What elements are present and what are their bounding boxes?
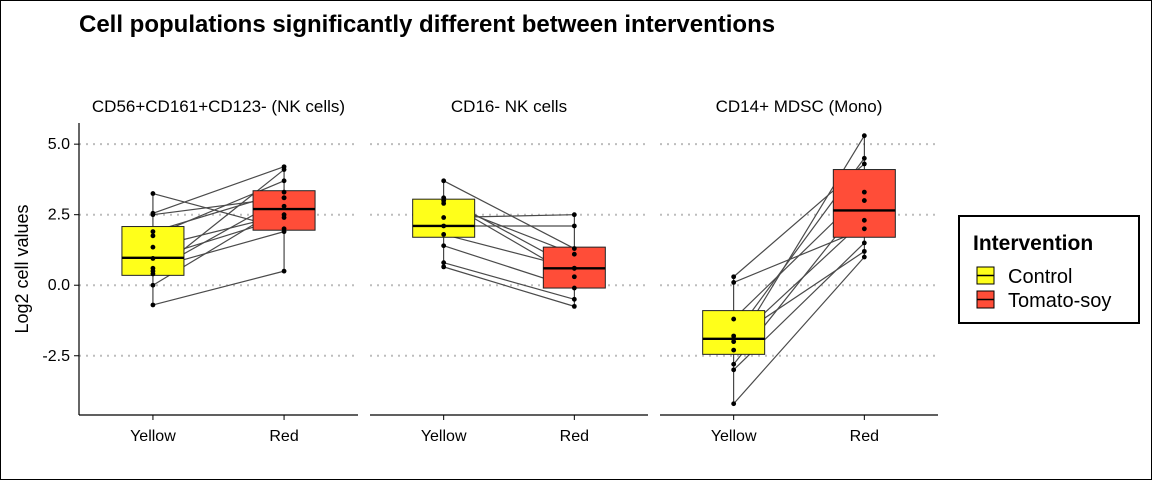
data-point-yellow bbox=[731, 274, 737, 280]
data-point-yellow bbox=[731, 361, 737, 367]
data-point-yellow bbox=[731, 280, 737, 285]
legend-entry-control: Control bbox=[976, 266, 1072, 288]
data-point-yellow bbox=[731, 367, 737, 373]
data-point-yellow bbox=[150, 282, 156, 288]
data-point-red bbox=[571, 212, 577, 218]
x-tick-label: Yellow bbox=[711, 428, 757, 445]
data-point-yellow bbox=[731, 347, 737, 353]
data-point-red bbox=[861, 198, 867, 203]
y-tick-label: 2.5 bbox=[48, 207, 70, 224]
data-point-red bbox=[281, 215, 287, 220]
legend-label-control: Control bbox=[1008, 266, 1072, 288]
data-point-yellow bbox=[731, 339, 737, 345]
data-point-red bbox=[861, 133, 867, 139]
data-point-red bbox=[571, 246, 577, 251]
panel-title: CD16- NK cells bbox=[451, 97, 567, 116]
pair-line bbox=[152, 270, 285, 306]
data-point-red bbox=[861, 248, 867, 254]
data-point-yellow bbox=[441, 264, 447, 270]
y-tick-label: 5.0 bbox=[48, 136, 70, 153]
legend: Intervention Control Tomato-soy bbox=[958, 215, 1140, 324]
data-point-yellow bbox=[441, 215, 447, 220]
pair-line bbox=[152, 166, 285, 214]
data-point-red bbox=[861, 226, 867, 232]
data-point-red bbox=[861, 254, 867, 260]
data-point-red bbox=[281, 229, 287, 235]
data-point-red bbox=[571, 251, 577, 257]
data-point-red bbox=[571, 285, 577, 291]
data-point-yellow bbox=[441, 223, 447, 229]
panel-title: CD56+CD161+CD123- (NK cells) bbox=[92, 97, 345, 116]
data-point-red bbox=[281, 268, 287, 274]
data-point-red bbox=[571, 274, 577, 280]
data-point-red bbox=[861, 189, 867, 195]
data-point-yellow bbox=[441, 260, 447, 266]
data-point-yellow bbox=[441, 178, 447, 184]
x-tick-label: Red bbox=[850, 428, 879, 445]
data-point-red bbox=[281, 195, 287, 201]
pair-line bbox=[443, 262, 575, 300]
y-tick-label: -2.5 bbox=[42, 348, 70, 365]
pair-line bbox=[733, 256, 865, 405]
data-point-yellow bbox=[150, 244, 156, 250]
data-point-yellow bbox=[150, 212, 156, 218]
data-point-red bbox=[571, 303, 577, 309]
box-iqr bbox=[832, 169, 896, 238]
panel-cd56-cd161-cd123-nk-cells: CD56+CD161+CD123- (NK cells) 5.0 2.5 0.0 -2.… bbox=[42, 97, 358, 445]
data-point-red bbox=[861, 217, 867, 223]
data-point-yellow bbox=[731, 316, 737, 322]
data-point-red bbox=[571, 296, 577, 302]
legend-entry-tomato-soy: Tomato-soy bbox=[976, 290, 1111, 312]
data-point-red bbox=[861, 240, 867, 246]
data-point-yellow bbox=[441, 243, 447, 249]
chart-title: Cell populations significantly different… bbox=[79, 11, 775, 38]
legend-label-tomato-soy: Tomato-soy bbox=[1008, 290, 1111, 312]
panel-cd16-nk-cells: CD16- NK cells Yellow Red bbox=[370, 97, 648, 445]
data-point-red bbox=[281, 167, 287, 172]
pair-line bbox=[443, 266, 575, 307]
data-point-red bbox=[281, 189, 287, 195]
data-point-red bbox=[281, 178, 287, 184]
data-point-red bbox=[861, 155, 867, 161]
data-point-yellow bbox=[150, 302, 156, 308]
data-point-red bbox=[861, 161, 867, 167]
box-red bbox=[832, 135, 896, 258]
data-point-yellow bbox=[150, 191, 156, 196]
data-point-yellow bbox=[441, 232, 447, 237]
data-point-yellow bbox=[150, 271, 156, 277]
x-tick-label: Red bbox=[269, 428, 298, 445]
x-tick-label: Yellow bbox=[130, 428, 176, 445]
data-point-yellow bbox=[150, 233, 156, 239]
y-axis-title: Log2 cell values bbox=[12, 204, 32, 333]
data-point-red bbox=[281, 203, 287, 209]
pair-line bbox=[443, 180, 575, 250]
panels: CD56+CD161+CD123- (NK cells) 5.0 2.5 0.0 -2.… bbox=[42, 97, 938, 445]
data-point-yellow bbox=[150, 229, 156, 235]
y-tick-label: 0.0 bbox=[48, 277, 70, 294]
data-point-yellow bbox=[731, 401, 737, 407]
x-tick-label: Yellow bbox=[421, 428, 467, 445]
data-point-red bbox=[571, 265, 577, 271]
data-point-yellow bbox=[441, 201, 447, 206]
panel-cd14-mdsc-mono: CD14+ MDSC (Mono) Yellow Red bbox=[660, 97, 938, 445]
panel-title: CD14+ MDSC (Mono) bbox=[716, 97, 883, 116]
x-tick-label: Red bbox=[560, 428, 589, 445]
data-point-red bbox=[571, 223, 577, 229]
legend-title: Intervention bbox=[973, 232, 1093, 255]
data-point-yellow bbox=[150, 256, 156, 261]
